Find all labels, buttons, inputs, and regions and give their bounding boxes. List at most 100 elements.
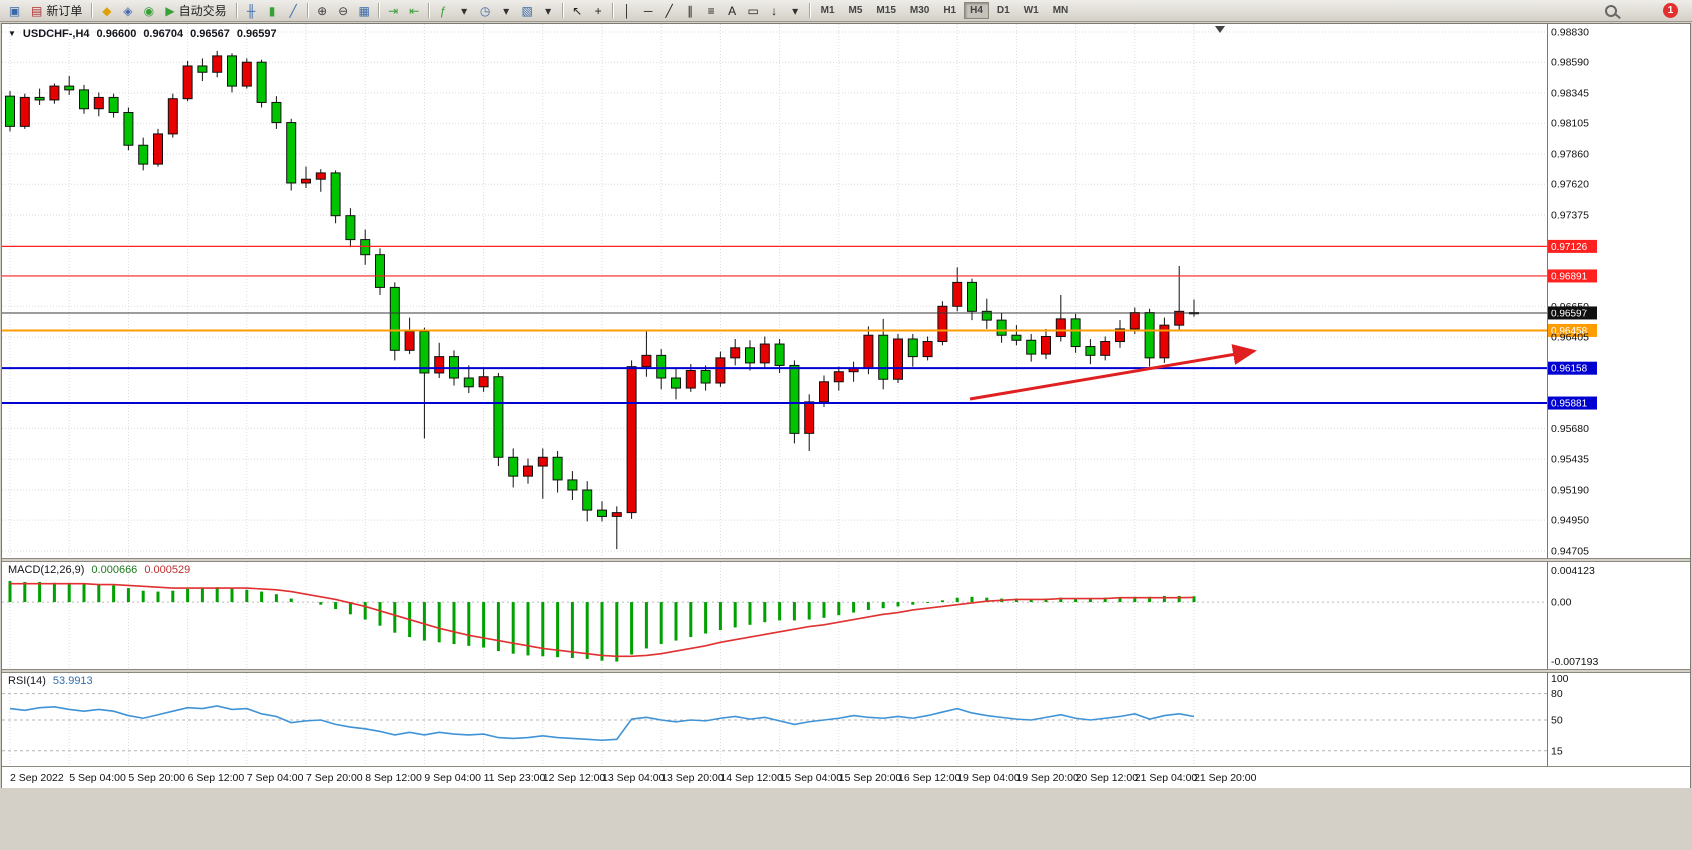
crosshair-icon[interactable]: + [594, 3, 602, 18]
price-tick-label: 0.96405 [1551, 332, 1589, 344]
tf-m15-button[interactable]: M15 [876, 5, 896, 16]
templates-dropdown[interactable]: ▾ [545, 3, 552, 18]
arrows-tool-icon[interactable]: ↓ [771, 3, 778, 18]
price-tick-label: 0.95435 [1551, 454, 1589, 466]
autotrading-button-label: 自动交易 [178, 4, 227, 18]
price-line-badge: 0.96158 [1551, 364, 1588, 375]
notification-badge[interactable]: 1 [1663, 3, 1678, 18]
tile-windows-icon[interactable]: ▦ [358, 3, 370, 18]
toolbar-separator [377, 3, 380, 18]
tf-d1-button[interactable]: D1 [996, 5, 1010, 16]
templates-icon[interactable]: ▧ [521, 3, 533, 18]
toolbar-separator [235, 3, 238, 18]
line-chart-icon[interactable]: ╱ [289, 3, 297, 18]
ohlc-bars-icon[interactable]: ╫ [246, 3, 256, 18]
toolbar: ▣ ▤ 新订单 ◆ ◈ ◉ ▶ 自动交易 ╫ ▮ ╱ ⊕ ⊖ ▦ ⇥ ⇤ ƒ ▾ ◷ ▾ ▧ ▾ ↖ + │ ─ ╱ ∥ ≡ A ▭ ↓ ▾ M1… [0, 0, 1692, 22]
new-order-button-icon: ▤ [31, 3, 43, 18]
text-icon[interactable]: A [728, 3, 737, 18]
signals-icon[interactable]: ◈ [123, 3, 133, 18]
trend-arrow [969, 344, 1257, 401]
tf-m5-button[interactable]: M5 [848, 5, 863, 16]
tf-m1-button[interactable]: M1 [820, 5, 835, 16]
price-tick-label: 0.98830 [1551, 27, 1589, 39]
price-tick-label: 0.94950 [1551, 515, 1589, 527]
price-tick-label: 0.97620 [1551, 179, 1589, 191]
periods-dropdown[interactable]: ▾ [503, 3, 510, 18]
vps-icon[interactable]: ◉ [143, 3, 155, 18]
price-tick-label: 0.98590 [1551, 57, 1589, 69]
horizontal-line-icon[interactable]: ─ [643, 3, 653, 18]
toolbar-items: ▣ ▤ 新订单 ◆ ◈ ◉ ▶ 自动交易 ╫ ▮ ╱ ⊕ ⊖ ▦ ⇥ ⇤ ƒ ▾ ◷ ▾ ▧ ▾ ↖ + │ ─ ╱ ∥ ≡ A ▭ ↓ ▾ M1… [4, 2, 1075, 20]
ohlc-high: 0.96704 [143, 28, 184, 40]
pane-separator[interactable] [2, 558, 1690, 562]
time-label: 19 Sep 04:00 [957, 772, 1020, 784]
new-chart-icon[interactable]: ▣ [8, 3, 21, 18]
fibonacci-icon[interactable]: ≡ [707, 3, 715, 18]
autotrading-button-icon: ▶ [165, 3, 175, 18]
candlestick-chart-icon[interactable]: ▮ [268, 3, 276, 18]
label-icon[interactable]: ▭ [747, 3, 759, 18]
new-order-button[interactable]: ▤ 新订单 [25, 2, 88, 20]
price-tick-label: 0.97375 [1551, 210, 1589, 222]
vertical-line-icon[interactable]: │ [623, 3, 631, 18]
macd-axis-label: 0.004123 [1551, 565, 1595, 577]
time-label: 7 Sep 04:00 [246, 772, 304, 784]
zoom-out-icon[interactable]: ⊖ [338, 3, 349, 18]
search-icon[interactable] [1600, 2, 1621, 20]
pane-separator[interactable] [2, 669, 1690, 673]
chart-symbol-period: USDCHF-,H4 [22, 28, 90, 40]
chart-shift-marker [1215, 26, 1225, 33]
market-icon[interactable]: ◆ [102, 3, 112, 18]
chart-shift-icon[interactable]: ⇤ [409, 3, 420, 18]
arrows-dropdown[interactable]: ▾ [792, 3, 799, 18]
indicators-icon[interactable]: ƒ [439, 3, 447, 18]
tf-mn-button[interactable]: MN [1052, 5, 1069, 16]
tf-m30-button[interactable]: M30 [909, 5, 930, 16]
toolbar-right: 1 [1600, 2, 1688, 20]
time-axis[interactable]: 2 Sep 2022 5 Sep 04:00 5 Sep 20:00 6 Sep 12… [2, 766, 1690, 788]
channel-icon[interactable]: ∥ [687, 3, 694, 18]
autotrading-button[interactable]: ▶ 自动交易 [159, 2, 232, 20]
new-order-button-label: 新订单 [46, 4, 83, 18]
toolbar-separator [427, 3, 430, 18]
toolbar-separator [611, 3, 614, 18]
time-label: 12 Sep 12:00 [542, 772, 606, 784]
time-label: 16 Sep 12:00 [898, 772, 961, 784]
time-label: 2 Sep 2022 [10, 772, 64, 784]
price-line-badge: 0.96458 [1551, 326, 1588, 337]
time-label: 5 Sep 20:00 [128, 772, 186, 784]
toolbar-separator [808, 3, 811, 18]
macd-signal-value: 0.000529 [144, 564, 191, 576]
main-chart-canvas[interactable]: 0.97126 0.96891 0.96458 0.96158 0.95881 0.965… [2, 24, 1692, 558]
toolbar-separator [306, 3, 309, 18]
tf-w1-button[interactable]: W1 [1023, 5, 1039, 16]
time-label: 8 Sep 12:00 [365, 772, 422, 784]
trendline-icon[interactable]: ╱ [665, 3, 673, 18]
rsi-panel-canvas[interactable]: 100 80 50 15 [2, 673, 1692, 766]
macd-main-value: 0.000666 [91, 564, 138, 576]
chart-dropdown-icon[interactable]: ▼ [8, 29, 16, 38]
macd-axis-label: 0.00 [1551, 597, 1572, 609]
toolbar-separator [561, 3, 564, 18]
tf-h4-button[interactable]: H4 [964, 2, 989, 19]
periods-icon[interactable]: ◷ [479, 3, 491, 18]
macd-name: MACD(12,26,9) [8, 564, 85, 576]
time-label: 21 Sep 20:00 [1194, 772, 1257, 784]
price-tick-label: 0.97860 [1551, 149, 1589, 161]
price-tick-label: 0.98105 [1551, 118, 1589, 130]
chart-title: ▼ USDCHF-,H4 0.96600 0.96704 0.96567 0.9… [8, 28, 277, 40]
rsi-indicator-label: RSI(14) 53.9913 [8, 675, 93, 687]
macd-panel-canvas[interactable]: 0.004123 0.00 -0.007193 [2, 562, 1692, 669]
rsi-axis-label: 50 [1551, 715, 1563, 727]
rsi-axis-label: 80 [1551, 688, 1563, 700]
chart-window: 0.97126 0.96891 0.96458 0.96158 0.95881 0.965… [1, 23, 1691, 788]
price-tick-label: 0.96650 [1551, 301, 1589, 313]
zoom-in-icon[interactable]: ⊕ [317, 3, 328, 18]
rsi-name: RSI(14) [8, 675, 46, 687]
cursor-icon[interactable]: ↖ [572, 3, 583, 18]
toolbar-separator [91, 3, 94, 18]
indicators-dropdown[interactable]: ▾ [461, 3, 468, 18]
time-label: 14 Sep 12:00 [720, 772, 783, 784]
tf-h1-button[interactable]: H1 [943, 5, 957, 16]
auto-scroll-icon[interactable]: ⇥ [388, 3, 399, 18]
